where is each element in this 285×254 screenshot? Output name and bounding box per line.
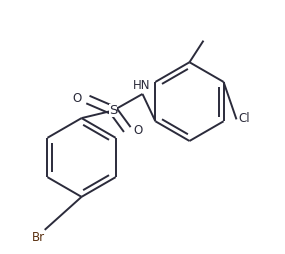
Text: S: S [109,104,117,117]
Text: O: O [133,124,142,137]
Text: Br: Br [32,231,45,244]
Text: O: O [73,92,82,105]
Text: HN: HN [133,78,150,92]
Text: Cl: Cl [239,112,251,125]
